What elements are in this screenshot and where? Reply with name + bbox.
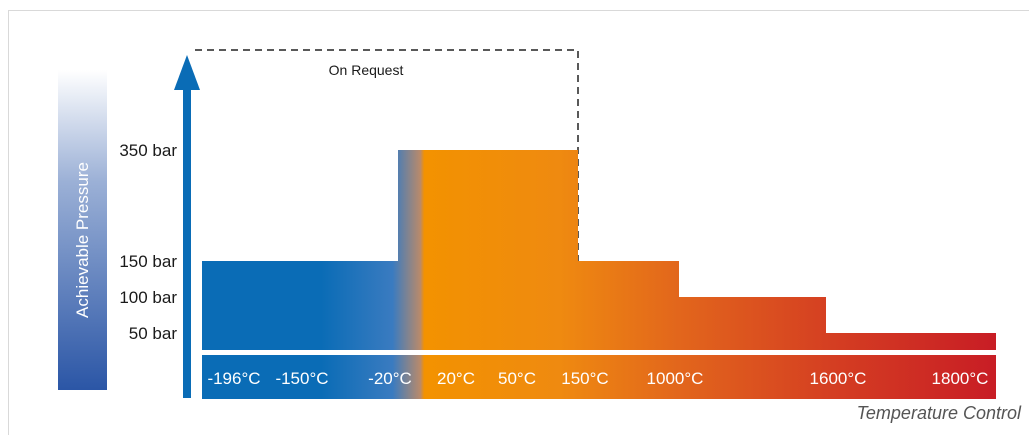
x-tick-label: 50°C — [498, 369, 536, 388]
pressure-segment — [578, 261, 679, 350]
pressure-segment — [826, 333, 996, 350]
x-tick-label: 150°C — [561, 369, 608, 388]
x-tick-label: 1800°C — [932, 369, 989, 388]
y-tick-label: 50 bar — [129, 324, 178, 343]
x-tick-label: 1000°C — [647, 369, 704, 388]
y-axis-arrow — [174, 55, 200, 398]
y-tick-label: 350 bar — [119, 141, 177, 160]
x-tick-label: -20°C — [368, 369, 412, 388]
x-axis-label: Temperature Control — [856, 403, 1021, 423]
y-axis-label: Achievable Pressure — [73, 162, 92, 318]
pressure-segment — [202, 261, 398, 350]
x-tick-label: -196°C — [207, 369, 260, 388]
pressure-segment — [398, 150, 578, 350]
x-tick-label: 1600°C — [810, 369, 867, 388]
y-label-band — [58, 70, 107, 390]
x-tick-label: 20°C — [437, 369, 475, 388]
on-request-label: On Request — [329, 62, 404, 78]
chart-frame — [8, 10, 1029, 435]
x-tick-label: -150°C — [275, 369, 328, 388]
pressure-segment — [679, 297, 826, 350]
y-tick-label: 150 bar — [119, 252, 177, 271]
y-tick-label: 100 bar — [119, 288, 177, 307]
temperature-band — [202, 355, 996, 399]
pressure-area — [202, 150, 996, 350]
